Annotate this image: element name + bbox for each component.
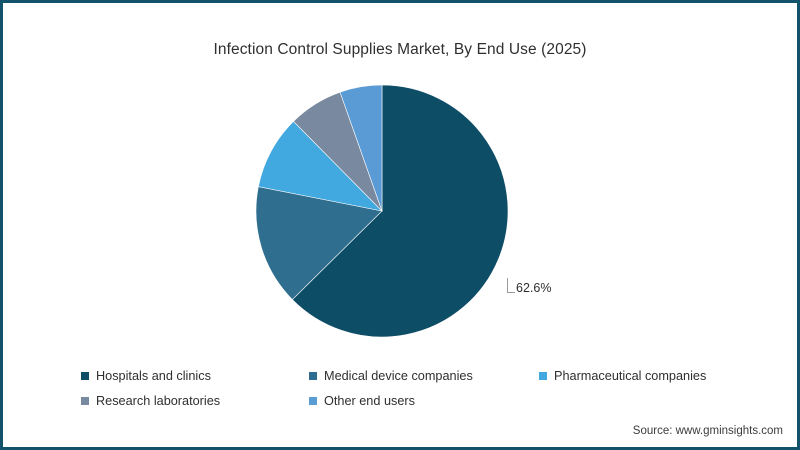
legend-item-label: Medical device companies (324, 369, 473, 383)
data-label-hospitals-and-clinics: 62.6% (516, 281, 552, 295)
legend-item[interactable]: Hospitals and clinics (81, 369, 309, 383)
legend-item[interactable]: Medical device companies (309, 369, 539, 383)
legend-swatch-icon (81, 372, 89, 380)
legend-swatch-icon (309, 397, 317, 405)
pie-slice[interactable] (339, 84, 383, 212)
legend-row: Hospitals and clinics Medical device comp… (81, 369, 741, 394)
legend-swatch-icon (539, 372, 547, 380)
source-attribution: Source: www.gminsights.com (632, 425, 783, 437)
pie-slice[interactable] (293, 91, 383, 212)
pie-slice[interactable] (291, 84, 509, 338)
legend-item[interactable]: Pharmaceutical companies (539, 369, 739, 383)
legend-item-label: Research laboratories (96, 394, 221, 408)
data-label-leader-line (507, 278, 515, 293)
legend-swatch-icon (309, 372, 317, 380)
page-title: Infection Control Supplies Market, By En… (213, 41, 587, 58)
legend-item-label: Hospitals and clinics (96, 369, 211, 383)
legend-swatch-icon (81, 397, 89, 405)
pie-slice[interactable] (258, 120, 383, 212)
legend-item[interactable]: Research laboratories (81, 394, 309, 408)
pie-slice-group (255, 84, 509, 338)
legend-item[interactable]: Other end users (309, 394, 539, 408)
legend-row: Research laboratories Other end users (81, 394, 741, 419)
pie-slice[interactable] (255, 186, 383, 300)
chart-legend: Hospitals and clinics Medical device comp… (81, 369, 741, 419)
legend-item-label: Other end users (324, 394, 415, 408)
legend-item-label: Pharmaceutical companies (554, 369, 707, 383)
